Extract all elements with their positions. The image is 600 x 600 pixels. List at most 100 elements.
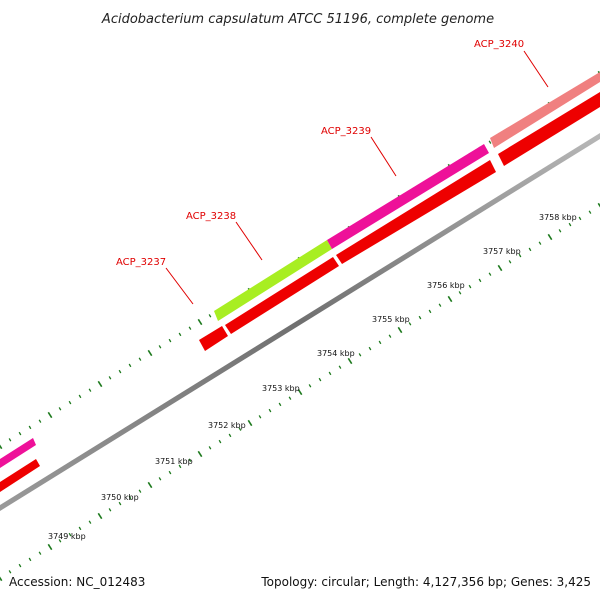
inner-ring-tick	[158, 477, 162, 481]
inner-ring-tick	[47, 543, 53, 551]
gene-label-acp-3238[interactable]: ACP_3238	[186, 211, 236, 222]
gene-labels: ACP_3237 ACP_3238 ACP_3239 ACP_3240	[116, 39, 549, 305]
outer-ring-tick	[108, 376, 112, 380]
gene-arrow-acp-3239[interactable]	[336, 160, 496, 264]
scale-label-3755: 3755 kbp	[372, 315, 410, 324]
inner-ring-tick	[38, 551, 42, 555]
scale-label-3750: 3750 kbp	[101, 493, 139, 502]
inner-ring-tick	[0, 576, 3, 582]
scale-label-3751: 3751 kbp	[155, 457, 193, 466]
scale-label-3756: 3756 kbp	[427, 281, 465, 290]
inner-ring-tick	[58, 539, 62, 543]
inner-ring-tick	[97, 512, 103, 520]
outer-ring-tick	[18, 431, 22, 436]
inner-ring-tick	[478, 278, 482, 283]
inner-ring-tick	[8, 570, 12, 574]
inner-ring-tick	[88, 520, 92, 524]
inner-ring-tick	[197, 450, 203, 458]
inner-ring-tick	[347, 357, 353, 365]
accession-text: Accession: NC_012483	[9, 575, 145, 589]
inner-ring-tick	[108, 508, 112, 512]
outer-ring-tick	[68, 400, 72, 405]
inner-ring-tick	[118, 501, 122, 506]
outer-ring-tick	[0, 444, 3, 450]
genome-backbone	[0, 133, 600, 511]
outer-ring-tick	[178, 332, 182, 337]
gene-bar-acp-3238[interactable]	[214, 240, 332, 321]
inner-ring-tick	[308, 384, 312, 388]
outer-ring-tick	[208, 314, 212, 318]
scale-labels: 3749 kbp 3750 kbp 3751 kbp 3752 kbp 3753…	[48, 213, 577, 541]
scale-label-3753: 3753 kbp	[262, 384, 300, 393]
inner-ring-tick	[328, 371, 332, 376]
outer-ring-tick	[597, 70, 600, 76]
inner-ring-tick	[368, 346, 372, 351]
inner-ring-tick	[268, 408, 272, 413]
inner-ring-tick	[288, 396, 292, 400]
inner-ring-tick	[597, 202, 600, 208]
leader-line-acp-3238	[235, 221, 263, 261]
gene-bar-acp-3240[interactable]	[490, 72, 600, 148]
inner-ring-tick	[397, 326, 403, 334]
outer-ring-tick	[38, 419, 42, 423]
inner-ring-tick	[497, 264, 503, 272]
gene-arrow-left[interactable]	[0, 459, 40, 492]
gene-arrow-acp-3240[interactable]	[498, 92, 600, 166]
inner-ring-tick	[278, 402, 282, 407]
inner-ring-tick	[178, 464, 182, 469]
outer-ring-tick	[197, 318, 203, 326]
gene-label-acp-3237[interactable]: ACP_3237	[116, 257, 166, 268]
gene-bar-acp-3239[interactable]	[327, 144, 489, 249]
inner-ring-tick	[78, 526, 82, 531]
inner-ring-tick	[528, 247, 532, 252]
inner-ring-tick	[438, 303, 442, 307]
map-title: Acidobacterium capsulatum ATCC 51196, co…	[101, 12, 494, 27]
inner-ring-tick	[568, 222, 572, 227]
inner-ring-tick	[258, 415, 262, 419]
leader-line-acp-3239	[370, 136, 397, 177]
inner-ring-tick	[388, 334, 392, 338]
inner-ring-tick	[297, 388, 303, 396]
inner-ring-tick	[458, 291, 462, 295]
inner-ring-tick	[408, 322, 412, 326]
inner-ring-tick	[447, 295, 453, 303]
inner-ring-tick	[168, 470, 172, 475]
scale-label-3757: 3757 kbp	[483, 247, 521, 256]
inner-ring-tick	[578, 216, 582, 221]
reverse-gene-track	[0, 92, 600, 492]
gene-arrow-acp-3237[interactable]	[199, 326, 228, 351]
inner-ring-tick	[547, 233, 553, 241]
inner-ring-tick	[538, 241, 542, 245]
gene-label-acp-3240[interactable]: ACP_3240	[474, 39, 524, 50]
inner-ring-tick	[138, 489, 142, 493]
gene-label-acp-3239[interactable]: ACP_3239	[321, 126, 371, 137]
outer-ring-tick	[147, 349, 153, 357]
scale-label-3758: 3758 kbp	[539, 213, 577, 222]
inner-ring-tick	[518, 253, 522, 258]
inner-tick-ring	[0, 202, 600, 582]
outer-ring-tick	[8, 438, 12, 442]
leader-line-acp-3237	[165, 267, 194, 305]
inner-ring-tick	[228, 433, 232, 438]
inner-ring-tick	[358, 353, 362, 357]
inner-ring-tick	[418, 315, 422, 320]
forward-gene-track	[0, 72, 600, 468]
scale-label-3752: 3752 kbp	[208, 421, 246, 430]
inner-ring-tick	[318, 377, 322, 382]
inner-ring-tick	[18, 563, 22, 568]
outer-ring-tick	[78, 394, 82, 399]
gene-arrow-acp-3238[interactable]	[225, 257, 339, 334]
inner-ring-tick	[68, 532, 72, 537]
outer-ring-tick	[188, 326, 192, 330]
inner-ring-tick	[238, 427, 242, 431]
outer-ring-tick	[97, 380, 103, 388]
inner-ring-tick	[338, 365, 342, 369]
inner-ring-tick	[508, 260, 512, 264]
inner-ring-tick	[147, 481, 153, 489]
outer-ring-tick	[118, 369, 122, 374]
inner-ring-tick	[218, 439, 222, 444]
gene-bar-left-magenta[interactable]	[0, 438, 36, 468]
inner-ring-tick	[588, 210, 592, 214]
outer-ring-tick	[58, 407, 62, 411]
